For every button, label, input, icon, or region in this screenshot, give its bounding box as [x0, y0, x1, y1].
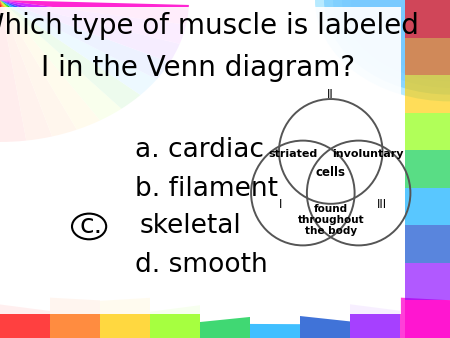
Bar — [405, 113, 450, 150]
Wedge shape — [333, 0, 450, 88]
Wedge shape — [0, 0, 186, 44]
Text: found
throughout
the body: found throughout the body — [297, 204, 364, 236]
Wedge shape — [0, 0, 189, 25]
FancyBboxPatch shape — [0, 7, 400, 314]
Wedge shape — [0, 0, 100, 130]
Wedge shape — [315, 0, 450, 101]
Polygon shape — [100, 298, 150, 338]
Text: d. smooth: d. smooth — [135, 252, 268, 278]
Text: involuntary: involuntary — [333, 149, 404, 159]
Wedge shape — [342, 0, 450, 81]
Text: II: II — [328, 88, 334, 101]
Bar — [405, 38, 450, 75]
Polygon shape — [150, 305, 200, 338]
Wedge shape — [0, 0, 77, 137]
Wedge shape — [351, 0, 450, 74]
Bar — [405, 75, 450, 113]
Bar — [405, 150, 450, 188]
Polygon shape — [200, 317, 250, 338]
Text: b. filament: b. filament — [135, 176, 278, 202]
Wedge shape — [0, 0, 140, 109]
Text: Which type of muscle is labeled: Which type of muscle is labeled — [0, 12, 419, 40]
Bar — [405, 188, 450, 225]
Bar — [405, 263, 450, 300]
Bar — [405, 225, 450, 263]
Text: c.: c. — [79, 214, 103, 239]
Text: I: I — [279, 198, 283, 211]
Wedge shape — [324, 0, 450, 95]
Wedge shape — [0, 0, 157, 95]
Polygon shape — [300, 316, 350, 338]
Wedge shape — [0, 0, 122, 120]
Wedge shape — [0, 0, 170, 79]
Wedge shape — [0, 0, 180, 62]
Bar — [405, 300, 450, 338]
Text: cells: cells — [316, 166, 346, 179]
Wedge shape — [0, 0, 26, 142]
Text: III: III — [377, 198, 387, 211]
Wedge shape — [0, 0, 52, 141]
Polygon shape — [0, 305, 50, 338]
Polygon shape — [350, 304, 400, 338]
Polygon shape — [400, 297, 450, 338]
Text: striated: striated — [269, 149, 318, 159]
Bar — [405, 0, 450, 38]
Text: skeletal: skeletal — [140, 214, 241, 239]
Text: I in the Venn diagram?: I in the Venn diagram? — [41, 54, 355, 82]
Polygon shape — [250, 324, 300, 338]
Polygon shape — [50, 298, 100, 338]
Text: a. cardiac: a. cardiac — [135, 138, 264, 163]
